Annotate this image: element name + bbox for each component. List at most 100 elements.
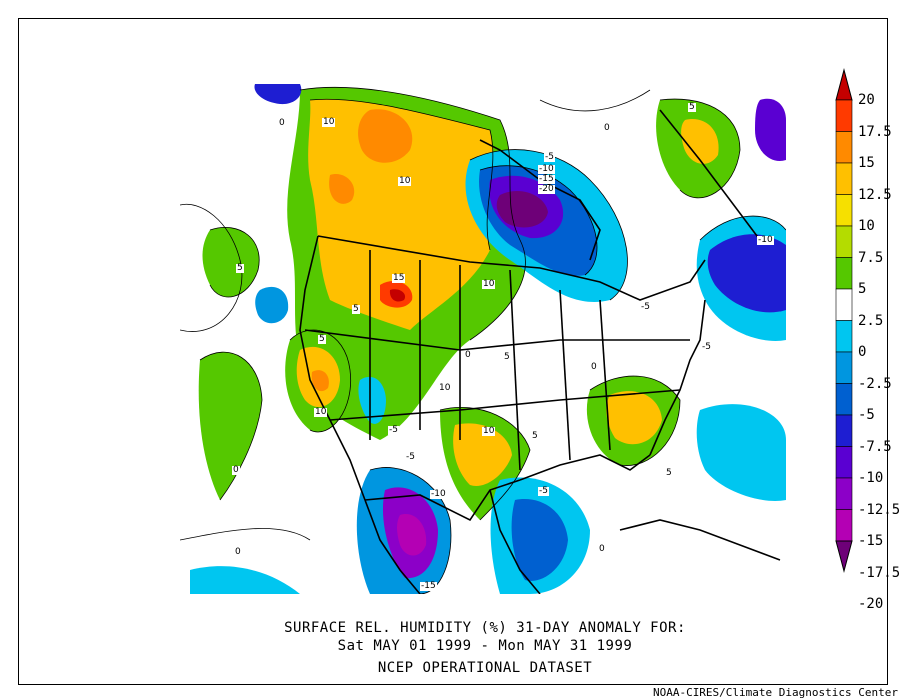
contour-label: 10 [482,426,496,436]
contour-label: -5 [538,486,549,496]
contour-label: -10 [538,164,555,174]
colorbar-swatch [835,477,853,510]
contour-label: 5 [531,431,539,441]
positive-region-offshore [198,352,262,500]
colorbar-swatch [835,131,853,164]
state-line-6 [509,269,521,471]
contour-label: 0 [603,123,611,133]
colorbar-tick-label: 2.5 [858,312,884,329]
colorbar-swatch [835,383,853,416]
colorbar-tick-label: -2.5 [858,375,892,392]
colorbar-tick-label: 17.5 [858,123,892,140]
contour-label: -5 [701,342,712,352]
negative-region-gulf-blue [511,499,568,581]
contour-label: -5 [405,452,416,462]
negative-region-caribbean [696,404,786,501]
state-line-7 [559,289,571,461]
labrador-coast [659,109,761,241]
colorbar-swatch [835,257,853,290]
contour-label: -15 [538,174,555,184]
contour-label: -20 [538,184,555,194]
colorbar-swatch [835,99,853,132]
colorbar-tick-label: -7.5 [858,438,892,455]
contour-label: 10 [438,383,452,393]
colorbar-tick-label: 20 [858,92,875,108]
negative-region-atlantic-blue [707,234,786,313]
contour-label: 10 [482,279,496,289]
colorbar-swatch [835,351,853,384]
colorbar-tick-label: -5 [858,407,875,423]
contour-label: 5 [688,102,696,112]
contour-label: -5 [640,302,651,312]
colorbar-tick-label: -15 [858,533,884,549]
contour-label: 5 [503,352,511,362]
contour-label: 0 [590,362,598,372]
contour-label: 0 [232,465,240,475]
shaded-anomaly-field [180,84,786,594]
contour-label: -10 [430,489,447,499]
contour-label: 0 [598,544,606,554]
negative-region-utah [358,376,386,424]
colorbar-tick-label: 10 [858,218,875,234]
contour-label: -5 [544,152,555,162]
state-line-8 [599,299,611,451]
contour-label: 10 [398,176,412,186]
colorbar-tick-label: 12.5 [858,186,892,203]
contour-label: 10 [314,407,328,417]
colorbar-swatch [835,288,853,321]
plot-frame [18,18,888,685]
negative-region-ne-corner [755,98,786,161]
contour-label: 5 [236,263,244,273]
colorbar-tick-label: -17.5 [858,564,901,581]
positive-region-west-orange [358,109,413,163]
colorbar-tick-label: -20 [858,596,884,612]
colorbar-bottom-arrow [835,540,853,573]
negative-region-offshore-bc [255,286,289,324]
colorbar-tick-label: 7.5 [858,249,884,266]
negative-region-mexico-magenta [397,514,427,556]
us-west-coast [299,235,366,501]
positive-region-quebec-yellow [681,119,719,164]
contour-label: 0 [234,547,242,557]
contour-label: 0 [464,350,472,360]
colorbar-swatch [835,509,853,542]
negative-region-sw-bottom [190,566,300,594]
colorbar-swatch [835,320,853,353]
us-mexico-border [364,479,521,522]
negative-region-nw [254,84,302,105]
colorbar-tick-label: 5 [858,281,867,297]
contour-label: -5 [388,425,399,435]
contour-label: -10 [757,235,774,245]
contour-label: 5 [352,304,360,314]
contour-label: 10 [322,117,336,127]
colorbar-swatch [835,162,853,195]
map-title-line1: SURFACE REL. HUMIDITY (%) 31-DAY ANOMALY… [284,620,686,636]
colorbar-swatch [835,414,853,447]
us-canada-border [317,235,706,301]
positive-region-west-yellow [308,99,493,330]
positive-region-nevada-orange [311,370,329,392]
mexico-coast [364,499,421,594]
colorbar-tick-label: 0 [858,344,867,360]
east-coast [649,299,706,456]
colorbar [835,68,853,573]
contour-label: -15 [420,581,437,591]
contour-label: 5 [318,334,326,344]
positive-region-west-orange2 [329,174,355,204]
colorbar-tick-label: -10 [858,470,884,486]
positive-region-plains-yellow [453,423,512,486]
colorbar-tick-label: -12.5 [858,501,901,518]
cuba [619,519,781,561]
mexico-gulf-coast [489,489,541,594]
colorbar-swatch [835,194,853,227]
map-title-line2: Sat MAY 01 1999 - Mon MAY 31 1999 [337,638,633,654]
state-line-5 [329,389,681,421]
positive-max-idaho-core [389,289,406,302]
canada-hudson-bay [479,139,601,261]
credit-text: NOAA-CIRES/Climate Diagnostics Center [652,686,898,699]
political-boundaries [299,109,781,594]
contour-label: 5 [665,468,673,478]
contour-label: 0 [278,118,286,128]
colorbar-swatch [835,446,853,479]
